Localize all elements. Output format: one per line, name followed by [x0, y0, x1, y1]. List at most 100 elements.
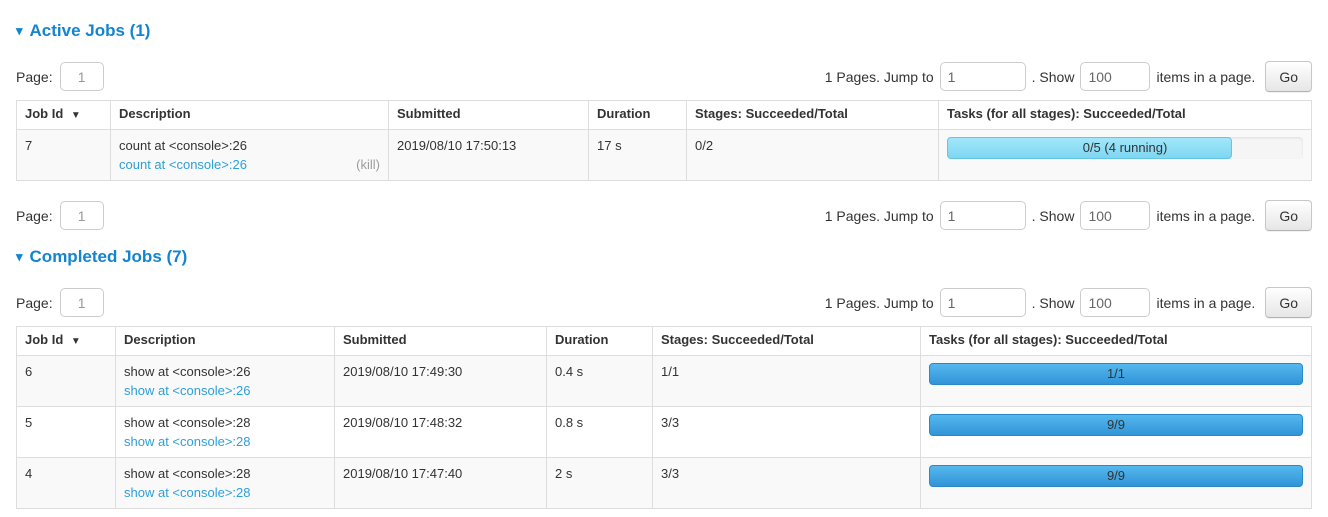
items-per-page-input[interactable]: [1080, 201, 1151, 230]
active-jobs-title: Active Jobs (1): [29, 21, 151, 40]
go-button[interactable]: Go: [1265, 287, 1312, 318]
tasks-progress-bar: 0/5 (4 running): [947, 137, 1303, 159]
duration-cell: 17 s: [588, 129, 687, 181]
column-header-job-id[interactable]: Job Id ▼: [16, 326, 116, 356]
stages-cell: 3/3: [652, 457, 921, 509]
kill-link[interactable]: (kill): [356, 157, 380, 172]
column-header-tasks[interactable]: Tasks (for all stages): Succeeded/Total: [938, 100, 1312, 130]
active-jobs-pager-top: Page: 1 Pages. Jump to . Show items in a…: [16, 61, 1312, 92]
progress-fill-completed: [929, 414, 1303, 436]
column-header-job-id[interactable]: Job Id ▼: [16, 100, 111, 130]
submitted-cell: 2019/08/10 17:49:30: [334, 355, 547, 407]
page-label: Page:: [16, 294, 53, 311]
show-label: . Show: [1031, 294, 1075, 311]
progress-fill-completed: [929, 363, 1303, 385]
job-description-text: show at <console>:26: [124, 364, 251, 379]
description-cell: show at <console>:28 show at <console>:2…: [115, 406, 335, 458]
tasks-cell: 9/9: [920, 406, 1312, 458]
jump-to-page-input[interactable]: [939, 62, 1026, 91]
job-detail-link[interactable]: show at <console>:28: [124, 434, 251, 449]
progress-fill-running: [947, 137, 1232, 159]
completed-jobs-header-row: Job Id ▼ Description Submitted Duration …: [16, 326, 1312, 356]
completed-job-row: 6 show at <console>:26 show at <console>…: [16, 355, 1312, 407]
stages-cell: 3/3: [652, 406, 921, 458]
pages-info: 1 Pages. Jump to: [824, 294, 934, 311]
job-detail-link[interactable]: show at <console>:26: [124, 383, 251, 398]
description-cell: show at <console>:26 show at <console>:2…: [115, 355, 335, 407]
sort-desc-icon: ▼: [70, 336, 81, 347]
tasks-cell: 9/9: [920, 457, 1312, 509]
progress-label: 9/9: [1106, 468, 1126, 483]
column-header-submitted[interactable]: Submitted: [388, 100, 589, 130]
column-header-duration[interactable]: Duration: [588, 100, 687, 130]
column-header-description[interactable]: Description: [110, 100, 389, 130]
job-id-header-label: Job Id: [25, 332, 64, 347]
show-label: . Show: [1031, 207, 1075, 224]
column-header-stages[interactable]: Stages: Succeeded/Total: [652, 326, 921, 356]
submitted-cell: 2019/08/10 17:50:13: [388, 129, 589, 181]
completed-jobs-title: Completed Jobs (7): [29, 247, 188, 266]
items-label: items in a page.: [1156, 294, 1256, 311]
progress-fill-completed: [929, 465, 1303, 487]
job-id-cell: 4: [16, 457, 116, 509]
column-header-description[interactable]: Description: [115, 326, 335, 356]
items-label: items in a page.: [1156, 207, 1256, 224]
pages-info: 1 Pages. Jump to: [824, 207, 934, 224]
page-label: Page:: [16, 68, 53, 85]
submitted-cell: 2019/08/10 17:47:40: [334, 457, 547, 509]
completed-jobs-table: Job Id ▼ Description Submitted Duration …: [16, 326, 1312, 509]
pages-info: 1 Pages. Jump to: [824, 68, 934, 85]
tasks-cell: 1/1: [920, 355, 1312, 407]
duration-cell: 2 s: [546, 457, 653, 509]
stages-cell: 0/2: [686, 129, 939, 181]
completed-job-row: 5 show at <console>:28 show at <console>…: [16, 406, 1312, 458]
page-number-input[interactable]: [59, 201, 104, 230]
active-jobs-pager-bottom: Page: 1 Pages. Jump to . Show items in a…: [16, 200, 1312, 231]
completed-jobs-pager-top: Page: 1 Pages. Jump to . Show items in a…: [16, 287, 1312, 318]
items-per-page-input[interactable]: [1080, 288, 1151, 317]
progress-label: 9/9: [1106, 417, 1126, 432]
active-job-row: 7 count at <console>:26 count at <consol…: [16, 129, 1312, 181]
jump-to-page-input[interactable]: [939, 201, 1026, 230]
column-header-submitted[interactable]: Submitted: [334, 326, 547, 356]
job-id-cell: 7: [16, 129, 111, 181]
active-jobs-header[interactable]: ▾ Active Jobs (1): [16, 21, 1312, 40]
items-label: items in a page.: [1156, 68, 1256, 85]
collapse-arrow-icon: ▾: [16, 23, 23, 38]
jump-to-page-input[interactable]: [939, 288, 1026, 317]
job-id-cell: 6: [16, 355, 116, 407]
completed-job-row: 4 show at <console>:28 show at <console>…: [16, 457, 1312, 509]
job-description-text: show at <console>:28: [124, 466, 251, 481]
tasks-progress-bar: 9/9: [929, 414, 1303, 436]
job-description-text: count at <console>:26: [119, 138, 247, 153]
tasks-progress-bar: 9/9: [929, 465, 1303, 487]
column-header-tasks[interactable]: Tasks (for all stages): Succeeded/Total: [920, 326, 1312, 356]
page-label: Page:: [16, 207, 53, 224]
completed-jobs-header[interactable]: ▾ Completed Jobs (7): [16, 247, 1312, 266]
job-detail-link[interactable]: count at <console>:26: [119, 157, 247, 172]
stages-cell: 1/1: [652, 355, 921, 407]
go-button[interactable]: Go: [1265, 61, 1312, 92]
active-jobs-table: Job Id ▼ Description Submitted Duration …: [16, 100, 1312, 181]
progress-label: 1/1: [1106, 366, 1126, 381]
job-detail-link[interactable]: show at <console>:28: [124, 485, 251, 500]
submitted-cell: 2019/08/10 17:48:32: [334, 406, 547, 458]
column-header-stages[interactable]: Stages: Succeeded/Total: [686, 100, 939, 130]
page-number-input[interactable]: [59, 288, 104, 317]
active-jobs-header-row: Job Id ▼ Description Submitted Duration …: [16, 100, 1312, 130]
description-cell: count at <console>:26 count at <console>…: [110, 129, 389, 181]
duration-cell: 0.8 s: [546, 406, 653, 458]
jobs-page: ▾ Active Jobs (1) Page: 1 Pages. Jump to…: [0, 21, 1328, 509]
page-number-input[interactable]: [59, 62, 104, 91]
job-description-text: show at <console>:28: [124, 415, 251, 430]
progress-label: 0/5 (4 running): [1082, 140, 1168, 155]
go-button[interactable]: Go: [1265, 200, 1312, 231]
column-header-duration[interactable]: Duration: [546, 326, 653, 356]
duration-cell: 0.4 s: [546, 355, 653, 407]
description-cell: show at <console>:28 show at <console>:2…: [115, 457, 335, 509]
collapse-arrow-icon: ▾: [16, 249, 23, 264]
job-id-cell: 5: [16, 406, 116, 458]
tasks-progress-bar: 1/1: [929, 363, 1303, 385]
tasks-cell: 0/5 (4 running): [938, 129, 1312, 181]
items-per-page-input[interactable]: [1080, 62, 1151, 91]
